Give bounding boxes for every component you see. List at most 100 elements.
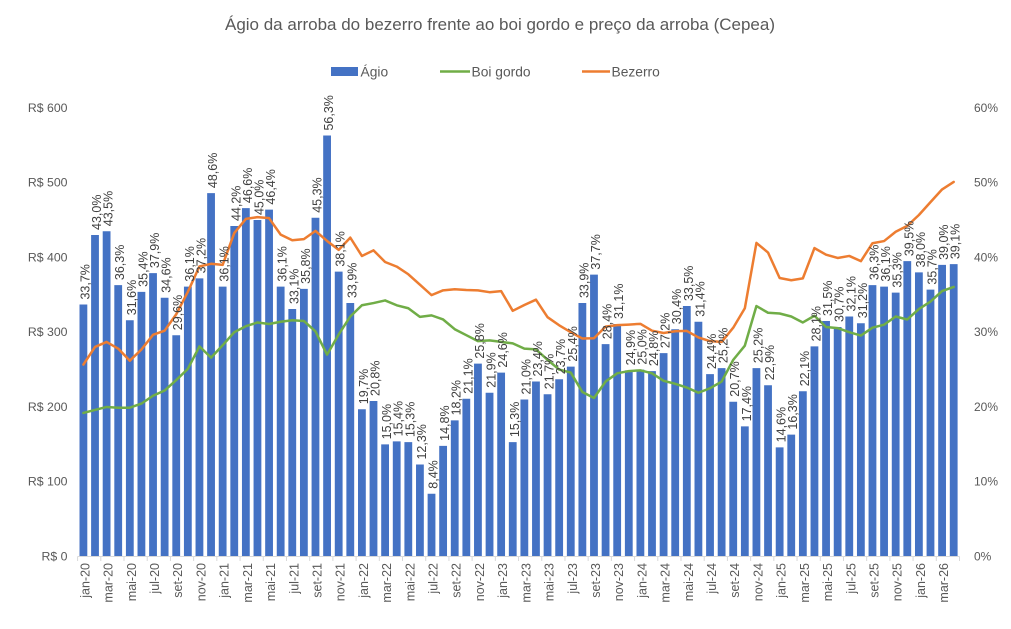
svg-text:33,9%: 33,9% — [345, 263, 359, 298]
svg-text:12,3%: 12,3% — [415, 424, 429, 459]
svg-text:20,8%: 20,8% — [369, 361, 383, 396]
svg-text:jul-21: jul-21 — [287, 563, 301, 595]
svg-text:30,7%: 30,7% — [833, 287, 847, 322]
svg-text:16,3%: 16,3% — [786, 394, 800, 429]
svg-text:36,3%: 36,3% — [867, 245, 881, 280]
svg-text:R$ 400: R$ 400 — [28, 250, 68, 264]
svg-text:21,7%: 21,7% — [543, 354, 557, 389]
svg-text:18,2%: 18,2% — [450, 380, 464, 415]
svg-text:36,1%: 36,1% — [879, 246, 893, 281]
svg-text:8,4%: 8,4% — [427, 460, 441, 489]
svg-text:mar-22: mar-22 — [380, 563, 394, 603]
svg-text:39,1%: 39,1% — [949, 224, 963, 259]
svg-text:29,6%: 29,6% — [171, 295, 185, 330]
svg-text:27,2%: 27,2% — [659, 313, 673, 348]
svg-text:set-22: set-22 — [450, 563, 464, 598]
svg-text:14,6%: 14,6% — [775, 407, 789, 442]
svg-text:21,9%: 21,9% — [485, 352, 499, 387]
svg-text:45,0%: 45,0% — [252, 180, 266, 215]
svg-text:33,5%: 33,5% — [682, 266, 696, 301]
svg-text:32,1%: 32,1% — [844, 276, 858, 311]
svg-text:mar-23: mar-23 — [519, 563, 533, 603]
svg-text:set-24: set-24 — [728, 563, 742, 598]
svg-text:25,0%: 25,0% — [635, 329, 649, 364]
svg-text:24,8%: 24,8% — [647, 331, 661, 366]
svg-text:30,4%: 30,4% — [670, 289, 684, 324]
svg-text:40%: 40% — [974, 250, 998, 264]
svg-text:0%: 0% — [974, 550, 992, 564]
svg-text:46,6%: 46,6% — [241, 168, 255, 203]
svg-text:jul-25: jul-25 — [844, 563, 858, 595]
svg-text:15,4%: 15,4% — [392, 401, 406, 436]
svg-text:38,1%: 38,1% — [334, 231, 348, 266]
svg-text:36,1%: 36,1% — [218, 246, 232, 281]
svg-text:35,8%: 35,8% — [299, 248, 313, 283]
svg-text:jan-25: jan-25 — [775, 563, 789, 599]
svg-text:Bezerro: Bezerro — [612, 65, 661, 80]
svg-text:jul-23: jul-23 — [566, 563, 580, 595]
svg-text:R$ 0: R$ 0 — [42, 550, 68, 564]
svg-text:set-25: set-25 — [867, 563, 881, 598]
svg-text:45,3%: 45,3% — [310, 177, 324, 212]
svg-text:jan-23: jan-23 — [496, 563, 510, 599]
svg-text:25,2%: 25,2% — [751, 328, 765, 363]
svg-text:25,8%: 25,8% — [473, 323, 487, 358]
svg-text:35,3%: 35,3% — [891, 252, 905, 287]
svg-text:set-20: set-20 — [171, 563, 185, 598]
svg-text:37,7%: 37,7% — [589, 234, 603, 269]
svg-text:34,6%: 34,6% — [160, 257, 174, 292]
svg-text:46,4%: 46,4% — [264, 169, 278, 204]
svg-text:14,8%: 14,8% — [438, 405, 452, 440]
svg-text:31,5%: 31,5% — [821, 281, 835, 316]
svg-text:43,5%: 43,5% — [102, 191, 116, 226]
svg-text:15,3%: 15,3% — [508, 402, 522, 437]
svg-text:60%: 60% — [974, 101, 998, 115]
svg-text:jan-21: jan-21 — [218, 563, 232, 599]
svg-text:35,7%: 35,7% — [925, 249, 939, 284]
svg-text:R$ 600: R$ 600 — [28, 101, 68, 115]
svg-text:mar-21: mar-21 — [241, 563, 255, 603]
svg-text:mai-21: mai-21 — [264, 563, 278, 601]
svg-text:20%: 20% — [974, 400, 998, 414]
svg-text:mai-23: mai-23 — [543, 563, 557, 601]
svg-text:jul-22: jul-22 — [427, 563, 441, 595]
svg-text:35,4%: 35,4% — [136, 251, 150, 286]
svg-text:set-23: set-23 — [589, 563, 603, 598]
svg-text:28,4%: 28,4% — [601, 304, 615, 339]
svg-text:22,9%: 22,9% — [763, 345, 777, 380]
svg-text:nov-25: nov-25 — [891, 563, 905, 601]
svg-text:mai-22: mai-22 — [403, 563, 417, 601]
svg-text:37,2%: 37,2% — [194, 238, 208, 273]
svg-text:24,4%: 24,4% — [705, 334, 719, 369]
svg-text:nov-23: nov-23 — [612, 563, 626, 601]
svg-text:37,9%: 37,9% — [148, 233, 162, 268]
svg-text:mai-20: mai-20 — [125, 563, 139, 601]
svg-text:10%: 10% — [974, 475, 998, 489]
svg-text:21,0%: 21,0% — [519, 359, 533, 394]
svg-text:36,1%: 36,1% — [183, 246, 197, 281]
svg-text:39,5%: 39,5% — [902, 221, 916, 256]
svg-text:33,7%: 33,7% — [78, 264, 92, 299]
svg-text:31,1%: 31,1% — [612, 284, 626, 319]
svg-text:21,1%: 21,1% — [461, 358, 475, 393]
svg-text:Ágio: Ágio — [361, 64, 389, 80]
svg-text:mai-24: mai-24 — [682, 563, 696, 601]
svg-text:25,4%: 25,4% — [566, 326, 580, 361]
svg-text:22,1%: 22,1% — [798, 351, 812, 386]
svg-text:jan-24: jan-24 — [635, 563, 649, 599]
svg-text:36,3%: 36,3% — [113, 245, 127, 280]
svg-text:23,7%: 23,7% — [554, 339, 568, 374]
svg-text:jan-26: jan-26 — [914, 563, 928, 599]
svg-text:24,9%: 24,9% — [624, 330, 638, 365]
svg-text:43,0%: 43,0% — [90, 195, 104, 230]
svg-text:R$ 500: R$ 500 — [28, 176, 68, 190]
svg-text:24,6%: 24,6% — [496, 332, 510, 367]
svg-text:38,0%: 38,0% — [914, 232, 928, 267]
svg-text:39,0%: 39,0% — [937, 224, 951, 259]
svg-text:mai-25: mai-25 — [821, 563, 835, 601]
svg-text:28,1%: 28,1% — [809, 306, 823, 341]
svg-text:20,7%: 20,7% — [728, 361, 742, 396]
svg-text:jan-20: jan-20 — [78, 563, 92, 599]
svg-text:48,6%: 48,6% — [206, 153, 220, 188]
svg-text:15,3%: 15,3% — [403, 402, 417, 437]
